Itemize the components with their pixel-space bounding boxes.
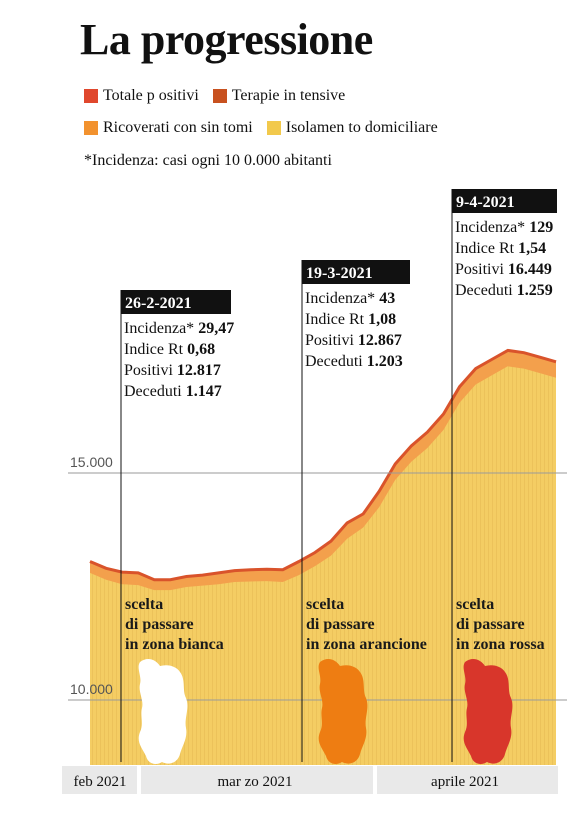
phase-label: di passare [306, 616, 375, 633]
annotation-stat-value: 1.147 [186, 383, 222, 400]
legend-item-ricoverati: Ricoverati con sin tomi [84, 119, 253, 137]
annotation-stat-label: Incidenza* [305, 290, 379, 307]
phase-label: scelta [125, 596, 163, 613]
annotation-stat-value: 29,47 [198, 320, 234, 337]
legend-swatch [84, 89, 98, 103]
annotation-date: 26-2-2021 [125, 295, 192, 312]
annotation-date-box [302, 260, 410, 284]
annotation-stat-value: 12.817 [177, 362, 221, 379]
x-tick-label: feb 2021 [74, 774, 127, 790]
map-layer [138, 659, 513, 764]
annotation-stat-label: Indice Rt [305, 311, 368, 328]
annotation-date: 19-3-2021 [306, 265, 373, 282]
legend-row-2: Ricoverati con sin tomi Isolamen to domi… [84, 119, 452, 137]
annotation-date-box [452, 189, 557, 213]
sardinia-white [138, 659, 188, 764]
annotation-stat-line: Deceduti 1.259 [455, 282, 553, 299]
phase-label: scelta [306, 596, 344, 613]
annotation-stat-label: Incidenza* [124, 320, 198, 337]
annotation-date: 9-4-2021 [456, 194, 515, 211]
line-totale-positivi [89, 348, 557, 582]
x-tick-label: aprile 2021 [431, 774, 499, 790]
phase-label: scelta [456, 596, 494, 613]
annotation-stat-line: Incidenza* 129 [455, 219, 553, 236]
annotation-stat-value: 129 [529, 219, 553, 236]
x-tick-label: mar zo 2021 [218, 774, 293, 790]
annotation-stat-label: Positivi [305, 332, 358, 349]
incidence-note: *Incidenza: casi ogni 10 0.000 abitanti [84, 152, 332, 169]
legend-swatch [212, 89, 227, 103]
annotation-stat-value: 1.203 [367, 353, 403, 370]
annotation-stat-value: 1,08 [368, 311, 396, 328]
annotation-date-box [121, 290, 231, 314]
y-tick-label: 10.000 [70, 681, 113, 697]
legend-swatch [266, 121, 281, 135]
x-axis: feb 2021 mar zo 2021 aprile 2021 [62, 766, 558, 794]
annotation-stat-label: Deceduti [455, 282, 517, 299]
annotation-stat-label: Positivi [455, 261, 508, 278]
phase-label: di passare [125, 616, 194, 633]
sardinia-orange [318, 659, 368, 764]
annotation-stat-value: 0,68 [187, 341, 215, 358]
annotation-stat-line: Positivi 12.867 [305, 332, 402, 349]
phase-label: in zona arancione [306, 636, 427, 653]
annotation-stat-line: Indice Rt 1,54 [455, 240, 546, 257]
annotation-stat-value: 12.867 [358, 332, 402, 349]
annotation-stat-line: Deceduti 1.203 [305, 353, 403, 370]
annotation-stat-line: Indice Rt 1,08 [305, 311, 396, 328]
legend-label: Isolamen to domiciliare [285, 119, 438, 136]
annotation-stat-line: Positivi 16.449 [455, 261, 552, 278]
annotation-stat-label: Deceduti [305, 353, 367, 370]
annotation-layer: 26-2-2021 Incidenza* 29,47 Indice Rt 0,68 P… [120, 189, 557, 762]
annotation-stat-label: Indice Rt [124, 341, 187, 358]
annotation-stat-value: 16.449 [508, 261, 552, 278]
annotation-stat-label: Indice Rt [455, 240, 518, 257]
legend-row-1: Totale p ositivi Terapie in tensive [84, 87, 359, 105]
annotation-stat-line: Deceduti 1.147 [124, 383, 222, 400]
annotation-stat-label: Positivi [124, 362, 177, 379]
area-layer [89, 348, 557, 765]
y-tick-label: 15.000 [70, 454, 113, 470]
legend-label: Totale p ositivi [103, 87, 199, 104]
chart-title: La progressione [80, 15, 373, 64]
annotation-stat-label: Incidenza* [455, 219, 529, 236]
annotation-stat-label: Deceduti [124, 383, 186, 400]
phase-label: di passare [456, 616, 525, 633]
annotation-stat-line: Indice Rt 0,68 [124, 341, 215, 358]
x-axis-separator [373, 766, 377, 794]
annotation-stat-line: Incidenza* 29,47 [124, 320, 234, 337]
annotation-stat-value: 1,54 [518, 240, 546, 257]
sardinia-red [463, 659, 513, 764]
area-isolamento-domiciliare [90, 366, 556, 765]
x-axis-band [62, 766, 558, 794]
legend-swatch [84, 121, 98, 135]
x-axis-separator [137, 766, 141, 794]
legend-item-totale-positivi: Totale p ositivi [84, 87, 199, 105]
annotation-stat-value: 43 [379, 290, 395, 307]
phase-label: in zona bianca [125, 636, 224, 653]
phase-label: in zona rossa [456, 636, 545, 653]
annotation-stat-line: Incidenza* 43 [305, 290, 395, 307]
legend-label: Terapie in tensive [231, 87, 346, 104]
legend-item-terapie-intensive: Terapie in tensive [212, 87, 346, 105]
annotation-stat-value: 1.259 [517, 282, 553, 299]
annotation-stat-line: Positivi 12.817 [124, 362, 221, 379]
legend-label: Ricoverati con sin tomi [103, 119, 253, 136]
legend-item-isolamento: Isolamen to domiciliare [266, 119, 438, 137]
